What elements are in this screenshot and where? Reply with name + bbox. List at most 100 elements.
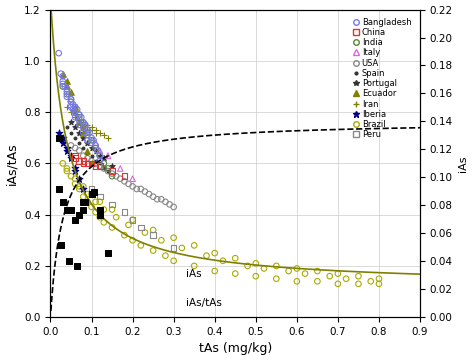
Brazil <box>273 276 280 282</box>
Peru <box>129 217 137 223</box>
Brazil <box>301 271 309 277</box>
Brazil <box>71 181 79 187</box>
Bangladesh <box>75 117 83 123</box>
Portugal <box>71 125 79 130</box>
Brazil <box>141 230 149 235</box>
Iberia <box>63 145 71 151</box>
Iberia <box>67 153 75 158</box>
USA <box>166 201 173 207</box>
China <box>80 158 87 164</box>
China <box>80 161 87 166</box>
Ecuador <box>67 89 75 95</box>
Ecuador <box>83 148 91 153</box>
Brazil <box>83 199 91 205</box>
USA <box>100 166 108 171</box>
Brazil <box>100 219 108 225</box>
Iran <box>92 127 100 133</box>
Bangladesh <box>63 86 71 92</box>
China <box>71 153 79 158</box>
Brazil <box>88 204 95 210</box>
Point <box>73 263 81 269</box>
Ecuador <box>88 161 95 166</box>
Brazil <box>100 206 108 212</box>
Brazil <box>273 263 280 269</box>
Bangladesh <box>71 114 79 120</box>
Point <box>65 258 73 264</box>
Point <box>71 217 79 223</box>
Portugal <box>75 130 83 135</box>
Point <box>82 199 89 205</box>
Y-axis label: iAs: iAs <box>458 155 468 171</box>
Bangladesh <box>94 148 101 153</box>
Point <box>55 186 63 192</box>
Brazil <box>231 255 239 261</box>
India <box>75 114 83 120</box>
Brazil <box>80 183 87 189</box>
Iran <box>92 130 100 135</box>
USA <box>67 143 75 148</box>
Spain <box>75 140 83 146</box>
Iran <box>100 132 108 138</box>
Iberia <box>71 168 79 174</box>
USA <box>141 189 149 195</box>
Brazil <box>108 225 116 230</box>
USA <box>117 176 124 182</box>
Brazil <box>375 276 383 282</box>
Bangladesh <box>82 122 89 128</box>
India <box>75 112 83 118</box>
China <box>75 158 83 164</box>
Bangladesh <box>57 71 64 77</box>
Brazil <box>342 276 350 282</box>
Iran <box>96 130 103 135</box>
Iberia <box>75 176 83 182</box>
Peru <box>88 186 95 192</box>
Brazil <box>129 238 137 243</box>
Iran <box>83 122 91 128</box>
Brazil <box>326 273 334 279</box>
Peru <box>137 225 145 230</box>
Brazil <box>157 238 165 243</box>
Iberia <box>71 166 79 171</box>
Bangladesh <box>90 138 97 143</box>
Portugal <box>108 163 116 169</box>
India <box>100 161 108 166</box>
Bangladesh <box>67 104 75 110</box>
Point <box>104 250 112 256</box>
Brazil <box>80 194 87 200</box>
India <box>83 130 91 135</box>
USA <box>154 196 161 202</box>
Brazil <box>125 222 132 228</box>
Brazil <box>293 278 301 284</box>
Ecuador <box>71 104 79 110</box>
USA <box>71 145 79 151</box>
Ecuador <box>75 119 83 125</box>
Ecuador <box>63 78 71 84</box>
Brazil <box>75 183 83 189</box>
USA <box>80 153 87 158</box>
Iberia <box>63 148 71 153</box>
Portugal <box>67 119 75 125</box>
Point <box>90 189 97 195</box>
Spain <box>71 135 79 141</box>
Iran <box>75 119 83 125</box>
Brazil <box>170 235 177 240</box>
Point <box>67 206 75 212</box>
Bangladesh <box>65 91 73 97</box>
USA <box>170 204 177 210</box>
Brazil <box>211 268 219 274</box>
Iran <box>75 117 83 123</box>
USA <box>88 158 95 164</box>
Italy <box>129 176 137 182</box>
USA <box>125 181 132 187</box>
USA <box>137 186 145 192</box>
Brazil <box>75 186 83 192</box>
Bangladesh <box>83 132 91 138</box>
China <box>108 168 116 174</box>
Brazil <box>149 227 157 233</box>
Iran <box>63 104 71 110</box>
Brazil <box>178 245 186 251</box>
Iberia <box>80 186 87 192</box>
Brazil <box>211 250 219 256</box>
Italy <box>92 140 100 146</box>
Brazil <box>96 214 103 220</box>
